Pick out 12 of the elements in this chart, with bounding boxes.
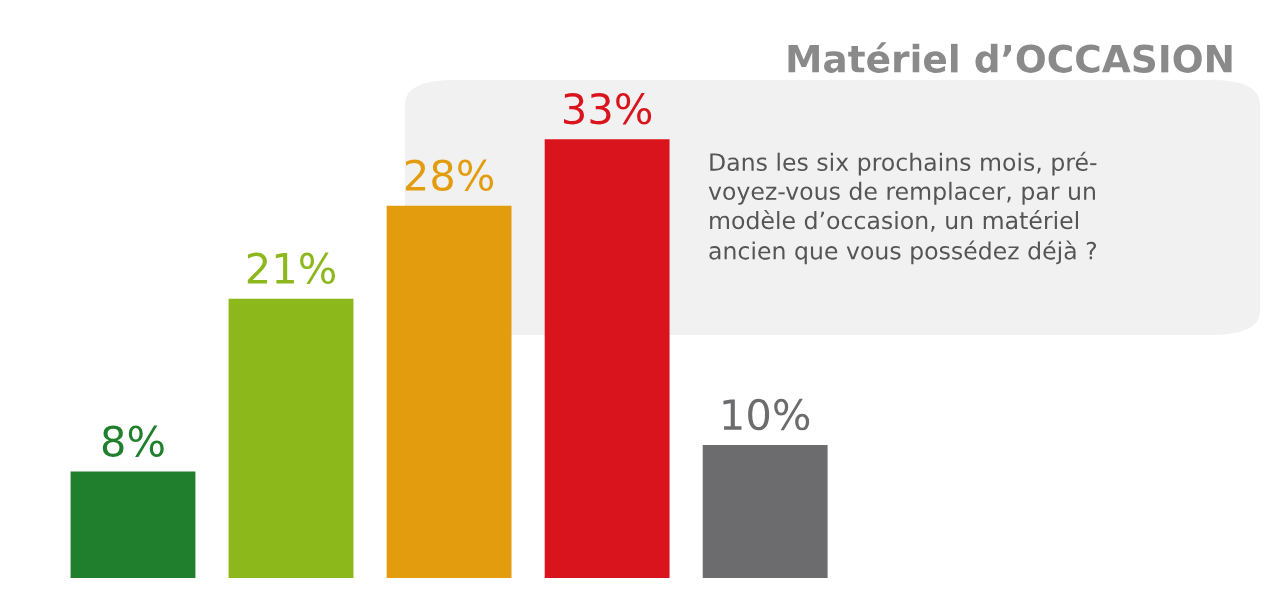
data-label: 10% [723,398,810,431]
bar [386,205,512,578]
text: Matériel d’OCCASION [788,42,1232,73]
data-label: 21% [247,252,336,285]
bar [702,445,828,578]
bar [228,298,354,578]
data-label: 28% [405,159,494,191]
data-label: 33% [564,92,652,125]
data-label: 8% [102,425,164,457]
bar [544,139,670,578]
text: Dans les six prochains mois, pré- voyez-vous de remplacer, par un modèle d’occasion, un matériel ancien que vous possédez déjà ? [708,151,1097,265]
bar [70,471,196,578]
